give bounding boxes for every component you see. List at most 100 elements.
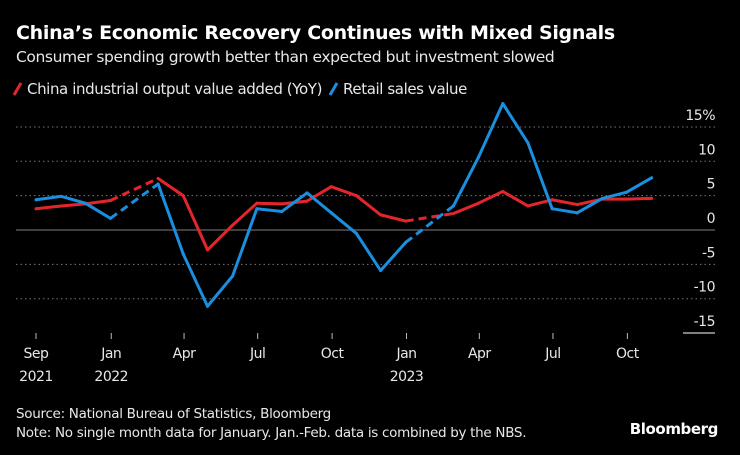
- industrial-data-point: [108, 198, 112, 202]
- y-tick-label: -15: [694, 314, 715, 330]
- industrial-line-segment: [379, 213, 408, 223]
- retail-line-segment: [625, 176, 654, 194]
- retail-data-point: [526, 141, 530, 145]
- retail-line-segment: [83, 201, 112, 220]
- retail-line-segment: [550, 207, 579, 215]
- x-tick-label: Oct: [321, 346, 345, 362]
- legend: China industrial output value added (YoY…: [12, 80, 477, 98]
- y-tick-label: 15%: [685, 108, 715, 124]
- industrial-line-segment: [231, 201, 259, 227]
- x-tick-year: 2021: [19, 369, 53, 385]
- retail-line-segment: [280, 191, 309, 213]
- retail-data-point: [156, 182, 160, 186]
- industrial-line-segment: [451, 201, 481, 216]
- legend-label: Retail sales value: [343, 80, 467, 98]
- industrial-line-segment: [59, 202, 87, 208]
- industrial-line-segment: [109, 177, 159, 202]
- y-tick-label: 5: [707, 177, 715, 193]
- bloomberg-logo: Bloomberg: [629, 420, 719, 438]
- retail-line-segment: [526, 141, 554, 211]
- industrial-line-segment: [354, 194, 383, 217]
- retail-data-point: [354, 231, 358, 235]
- industrial-data-point: [526, 204, 530, 208]
- retail-data-point: [550, 207, 554, 211]
- retail-line-segment: [34, 194, 63, 202]
- legend-item-retail: Retail sales value: [328, 80, 467, 98]
- retail-data-point: [600, 196, 604, 200]
- industrial-data-point: [206, 248, 210, 252]
- y-tick-label: -5: [702, 245, 715, 261]
- industrial-line-segment: [206, 223, 235, 252]
- industrial-line-segment: [501, 190, 530, 208]
- retail-line-segment: [575, 196, 604, 215]
- retail-line-segment: [206, 274, 235, 308]
- industrial-data-point: [379, 213, 383, 217]
- x-tick-label: Apr: [468, 346, 491, 362]
- legend-label: China industrial output value added (YoY…: [27, 80, 323, 98]
- x-tick-label: Jan: [395, 346, 416, 362]
- retail-data-point: [477, 155, 481, 159]
- x-tick-label: Apr: [173, 346, 196, 362]
- industrial-data-point: [477, 201, 481, 205]
- retail-data-point: [625, 190, 629, 194]
- retail-data-point: [404, 240, 408, 244]
- industrial-data-point: [255, 201, 259, 205]
- industrial-data-point: [650, 196, 654, 200]
- retail-data-point: [305, 191, 309, 195]
- industrial-data-point: [625, 197, 629, 201]
- retail-line-segment: [305, 191, 333, 215]
- source-text: Source: National Bureau of Statistics, B…: [16, 406, 331, 422]
- industrial-data-point: [501, 190, 505, 194]
- retail-data-point: [280, 209, 284, 213]
- note-text: Note: No single month data for January. …: [16, 425, 527, 441]
- chart-title: China’s Economic Recovery Continues with…: [16, 22, 615, 44]
- retail-line-segment: [59, 194, 87, 205]
- industrial-line-segment: [329, 185, 358, 198]
- x-tick-label: Oct: [616, 346, 640, 362]
- industrial-data-point: [156, 176, 160, 180]
- industrial-line-segment: [83, 198, 112, 206]
- industrial-line-segment: [405, 212, 454, 223]
- retail-data-point: [255, 207, 259, 211]
- x-tick-label: Sep: [24, 346, 50, 362]
- industrial-data-point: [280, 202, 284, 206]
- industrial-data-point: [329, 185, 333, 189]
- retail-line-segment: [329, 211, 358, 235]
- line-chart: 15% 10 5 0 -5 -10 -15 Sep 2021 Jan 2022 Apr Jul Oct Ja…: [16, 102, 716, 385]
- retail-data-point: [329, 211, 333, 215]
- industrial-line-segment: [305, 185, 333, 203]
- retail-data-point: [575, 211, 579, 215]
- industrial-line-segment: [550, 198, 579, 207]
- retail-data-point: [650, 176, 654, 180]
- industrial-data-point: [575, 203, 579, 207]
- retail-line-segment: [404, 204, 455, 244]
- retail-line-segment: [379, 240, 408, 273]
- retail-data-point: [379, 269, 383, 273]
- industrial-data-point: [59, 204, 63, 208]
- retail-line-segment: [156, 182, 185, 256]
- retail-line-segment: [231, 207, 259, 278]
- industrial-data-point: [34, 207, 38, 211]
- industrial-data-point: [354, 194, 358, 198]
- chart-subtitle: Consumer spending growth better than exp…: [16, 48, 555, 66]
- retail-data-point: [34, 198, 38, 202]
- x-tick-label: Jul: [544, 346, 560, 362]
- retail-line-segment: [600, 190, 629, 200]
- industrial-line-segment: [255, 201, 284, 206]
- x-tick-year: 2023: [390, 369, 424, 385]
- retail-line-segment: [451, 155, 481, 208]
- industrial-data-point: [451, 212, 455, 216]
- x-tick-label: Jan: [100, 346, 121, 362]
- industrial-data-point: [305, 199, 309, 203]
- y-tick-label: -10: [694, 280, 715, 296]
- footnotes: Source: National Bureau of Statistics, B…: [16, 405, 526, 443]
- retail-data-point: [451, 204, 455, 208]
- retail-data-point: [231, 274, 235, 278]
- retail-line-segment: [477, 102, 505, 159]
- industrial-line-segment: [477, 190, 505, 205]
- legend-item-industrial: China industrial output value added (YoY…: [12, 80, 323, 98]
- industrial-line-segment: [34, 204, 63, 211]
- retail-data-point: [181, 252, 185, 256]
- y-tick-label: 10: [698, 142, 715, 158]
- retail-data-point: [83, 201, 87, 205]
